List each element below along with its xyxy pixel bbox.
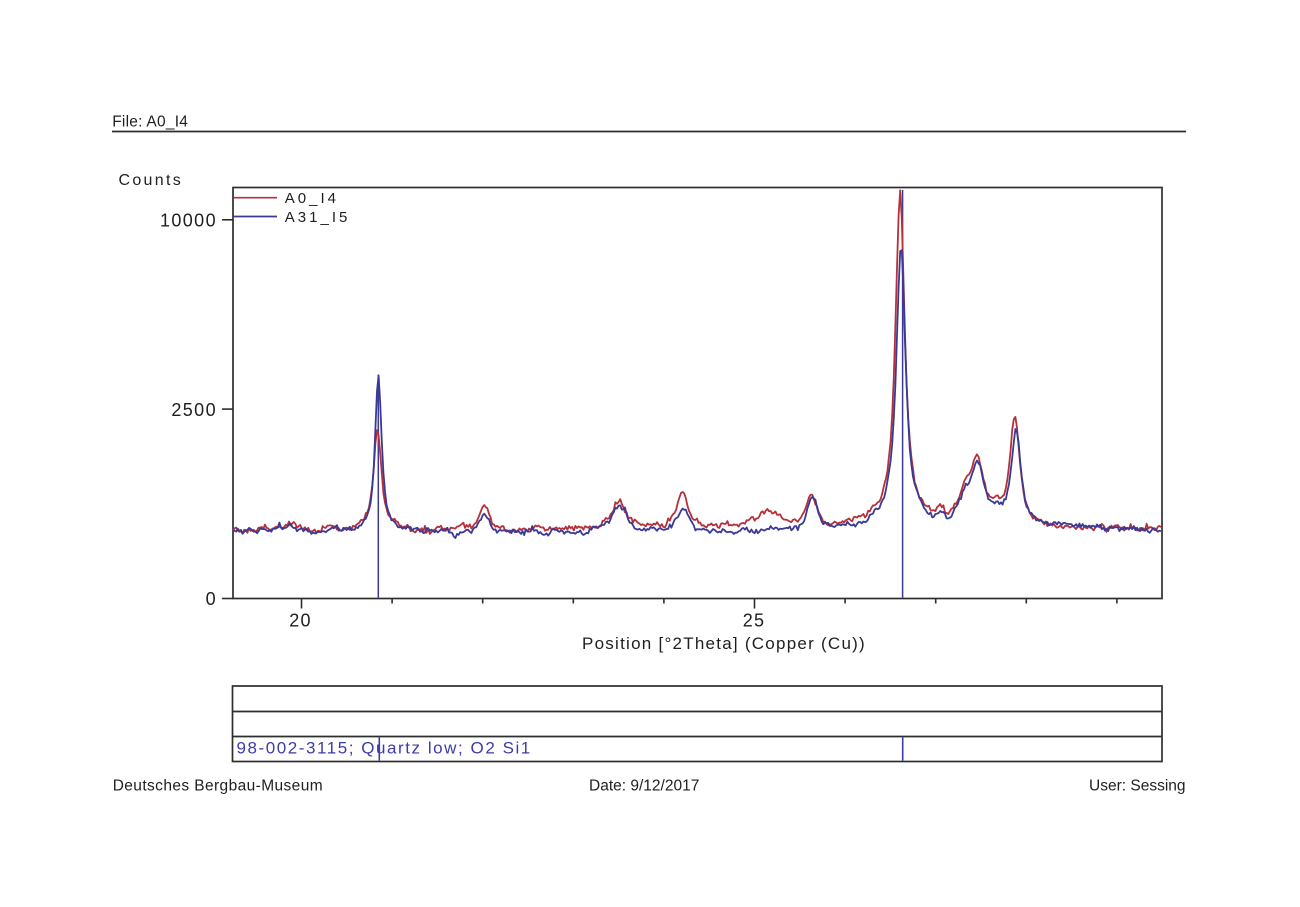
svg-text:Position [°2Theta] (Copper (Cu: Position [°2Theta] (Copper (Cu)) (582, 634, 866, 653)
svg-text:2500: 2500 (171, 400, 217, 420)
svg-text:Deutsches Bergbau-Museum: Deutsches Bergbau-Museum (113, 778, 323, 795)
svg-text:A0_I4: A0_I4 (285, 190, 339, 207)
svg-text:98-002-3115; Quartz low; O2 Si: 98-002-3115; Quartz low; O2 Si1 (237, 738, 532, 757)
svg-text:0: 0 (206, 589, 217, 609)
svg-text:20: 20 (289, 611, 312, 631)
svg-text:Date: 9/12/2017: Date: 9/12/2017 (589, 778, 699, 795)
svg-text:User: Sessing: User: Sessing (1089, 778, 1185, 795)
svg-text:Counts: Counts (119, 172, 184, 189)
svg-text:10000: 10000 (160, 210, 217, 230)
svg-text:25: 25 (743, 611, 766, 631)
svg-text:A31_I5: A31_I5 (285, 209, 351, 226)
svg-text:File: A0_I4: File: A0_I4 (112, 114, 188, 131)
